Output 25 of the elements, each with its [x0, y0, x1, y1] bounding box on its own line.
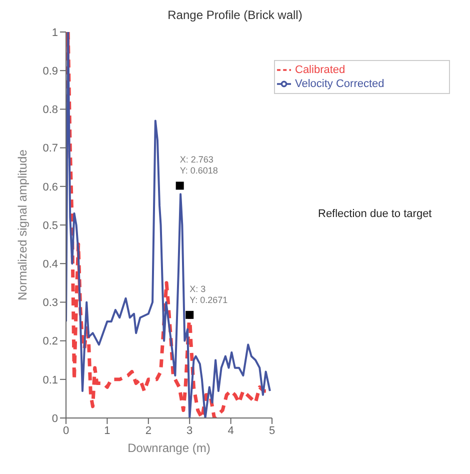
x-axis-title: Downrange (m) [128, 441, 210, 455]
annotation: X: 2.763 Y: 0.6018 [180, 154, 218, 176]
x-tick-label: 4 [228, 424, 234, 437]
chart-title: Range Profile (Brick wall) [166, 8, 304, 24]
legend-label: Velocity Corrected [295, 78, 384, 90]
y-axis-title: Normalized signal amplitude [15, 149, 30, 300]
y-tick-label: 0 [52, 412, 58, 425]
legend-label: Calibrated [295, 64, 346, 76]
x-tick-label: 5 [268, 424, 276, 437]
x-tick-label: 2 [145, 424, 152, 437]
y-tick-label: 0.1 [42, 374, 58, 386]
annotation: X: 3 Y: 0.2671 [190, 284, 228, 305]
text: Reflection due to target [318, 208, 432, 220]
y-tick-label: 0.7 [42, 142, 58, 155]
x-tick-label: 3 [186, 424, 193, 437]
x-tick-label: 1 [104, 424, 110, 437]
x-tick-label: 0 [62, 424, 70, 437]
y-tick-label: 0.3 [42, 297, 58, 310]
y-tick-label: 0.2 [42, 336, 58, 348]
y-tick-label: 0.6 [42, 181, 58, 194]
y-tick-label: 1 [52, 26, 58, 39]
y-tick-label: 0.5 [42, 220, 58, 232]
y-tick-label: 0.4 [42, 258, 58, 271]
y-tick-label: 0.9 [42, 66, 58, 78]
y-tick-label: 0.8 [42, 104, 58, 116]
